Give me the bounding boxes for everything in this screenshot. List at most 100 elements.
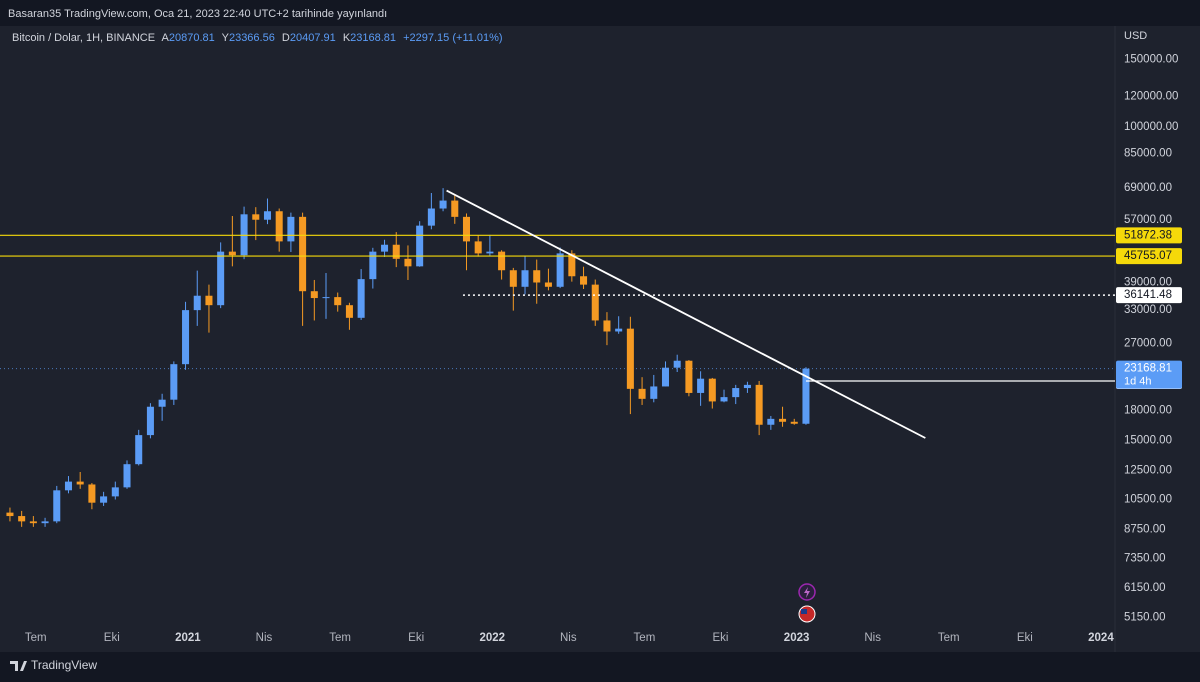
candle-body	[802, 368, 810, 424]
x-tick-label: Eki	[1017, 632, 1033, 644]
candle-body	[76, 481, 84, 485]
symbol: Bitcoin / Dolar, 1H, BINANCE	[12, 32, 155, 44]
chart-area	[0, 26, 1200, 652]
y-tick-label: 27000.00	[1124, 337, 1172, 349]
candle-body	[626, 328, 634, 389]
x-tick-label: Nis	[864, 632, 881, 644]
candle-body	[275, 211, 283, 242]
candle-body	[158, 399, 166, 407]
logo	[10, 661, 27, 671]
x-tick-label: 2024	[1088, 632, 1114, 644]
candle-body	[743, 384, 751, 389]
footer-logo: TradingView	[10, 658, 97, 672]
candle-body	[474, 241, 482, 254]
y-tick-label: 120000.00	[1124, 91, 1178, 103]
candle-body	[404, 258, 412, 267]
candle-body	[650, 386, 658, 399]
candle-body	[252, 214, 260, 220]
brand: TradingView	[31, 658, 97, 672]
candle-body	[498, 251, 506, 271]
candle-body	[111, 487, 119, 497]
x-tick-label: Eki	[713, 632, 729, 644]
candle-body	[533, 270, 541, 283]
candle-body	[88, 484, 96, 503]
flag-canton	[801, 609, 807, 614]
price-label-box	[1116, 248, 1182, 265]
trendline	[446, 189, 926, 439]
candle-body	[685, 360, 693, 393]
price-label-box	[1116, 287, 1182, 304]
y-tick-label: 150000.00	[1124, 54, 1178, 66]
y-tick-label: 5150.00	[1124, 611, 1166, 623]
high-key: Y	[222, 32, 230, 44]
candle-body	[521, 270, 529, 287]
candle-body	[486, 251, 494, 254]
candle-body	[6, 512, 14, 517]
candle-body	[345, 305, 353, 318]
y-tick-label: 69000.00	[1124, 182, 1172, 194]
candle-body	[392, 244, 400, 259]
x-tick-label: Tem	[938, 632, 960, 644]
candle-body	[369, 251, 377, 280]
candle-body	[673, 360, 681, 368]
y-tick-label: 33000.00	[1124, 304, 1172, 316]
close: 23168.81	[350, 32, 396, 44]
countdown: 1d 4h	[1124, 376, 1152, 388]
y-tick-label: 6150.00	[1124, 582, 1166, 594]
x-tick-label: Nis	[560, 632, 577, 644]
y-tick-label: 57000.00	[1124, 214, 1172, 226]
candle-body	[357, 279, 365, 318]
candle-body	[697, 378, 705, 393]
price-label: 45755.07	[1124, 250, 1172, 262]
candle-body	[439, 200, 447, 209]
candle-body	[41, 521, 49, 524]
candle-body	[591, 284, 599, 321]
y-tick-label: 100000.00	[1124, 121, 1178, 133]
candle-body	[100, 496, 108, 503]
open: 20870.81	[169, 32, 215, 44]
candle-body	[135, 435, 143, 465]
candle-body	[732, 388, 740, 398]
last-price-label: 23168.81	[1124, 363, 1172, 375]
x-tick-label: Eki	[408, 632, 424, 644]
y-tick-label: 7350.00	[1124, 553, 1166, 565]
candle-body	[416, 225, 424, 267]
candle-body	[146, 406, 154, 436]
y-tick-label: 8750.00	[1124, 524, 1166, 536]
last-price-box	[1116, 360, 1182, 389]
lightning	[804, 587, 810, 598]
candle-body	[322, 297, 330, 299]
candle-body	[779, 418, 787, 422]
y-tick-label: 12500.00	[1124, 465, 1172, 477]
currency: USD	[1124, 30, 1147, 42]
candle-body	[205, 295, 213, 306]
candle-body	[334, 297, 342, 306]
candle-body	[18, 516, 26, 522]
x-tick-label: Tem	[634, 632, 656, 644]
publisher: Basaran35 TradingView.com, Oca 21, 2023 …	[8, 8, 387, 20]
high: 23366.56	[229, 32, 275, 44]
candle-body	[381, 244, 389, 252]
candle-body	[615, 328, 623, 332]
y-tick-label: 39000.00	[1124, 277, 1172, 289]
x-tick-label: 2021	[175, 632, 201, 644]
candle-body	[263, 211, 271, 220]
candle-body	[462, 216, 470, 242]
low: 20407.91	[290, 32, 336, 44]
x-tick-label: Tem	[25, 632, 47, 644]
x-tick-label: 2022	[479, 632, 505, 644]
candle-body	[708, 378, 716, 402]
candle-body	[509, 270, 517, 287]
low-key: D	[282, 32, 290, 44]
candle-body	[299, 216, 307, 292]
open-key: A	[162, 32, 170, 44]
candle-body	[193, 295, 201, 311]
y-tick-label: 10500.00	[1124, 494, 1172, 506]
candle-body	[64, 481, 72, 491]
candle-body	[755, 384, 763, 425]
candle-body	[123, 464, 131, 488]
price-label-box	[1116, 227, 1182, 244]
x-tick-label: Nis	[256, 632, 273, 644]
candle-body	[29, 521, 37, 524]
